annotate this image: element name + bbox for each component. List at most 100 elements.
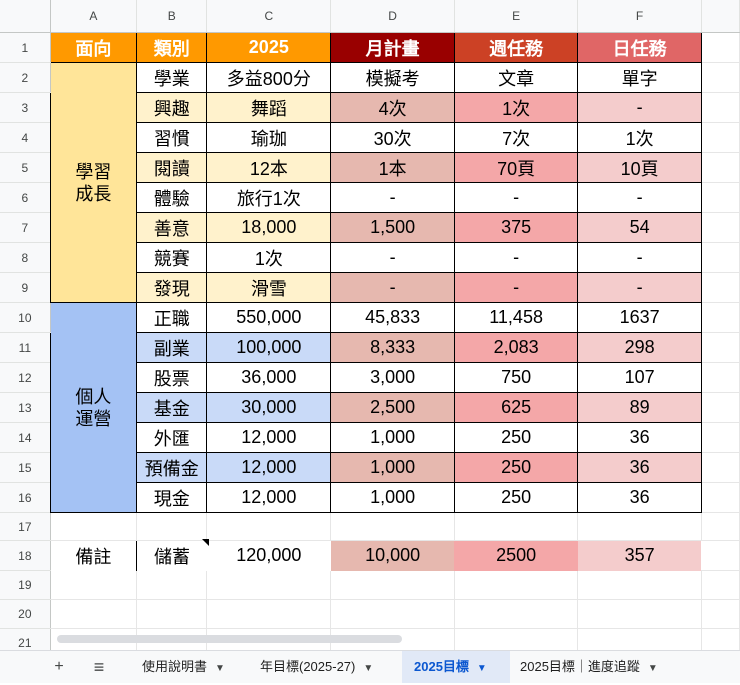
cell-weekly[interactable]: -: [453, 242, 579, 273]
cell-year[interactable]: 36,000: [206, 362, 332, 393]
row-header-13[interactable]: 13: [0, 392, 51, 423]
chevron-down-icon[interactable]: ▼: [647, 663, 658, 674]
horizontal-scrollbar[interactable]: [57, 635, 402, 643]
empty-cell[interactable]: [50, 599, 138, 629]
row-header-7[interactable]: 7: [0, 212, 51, 243]
cell-daily[interactable]: 單字: [577, 62, 702, 93]
cell-daily[interactable]: 357: [577, 540, 702, 571]
sheet-tab-progress-tracking[interactable]: 2025目標｜進度追蹤 ▼: [508, 651, 688, 683]
cell-monthly[interactable]: 30次: [330, 122, 455, 153]
cell-monthly[interactable]: -: [330, 182, 455, 213]
empty-cell[interactable]: [701, 540, 740, 571]
row-header-14[interactable]: 14: [0, 422, 51, 453]
empty-cell[interactable]: [330, 512, 455, 541]
cell-category[interactable]: 現金: [136, 482, 208, 513]
cell-weekly[interactable]: 750: [453, 362, 579, 393]
empty-cell[interactable]: [454, 570, 579, 600]
cell-category[interactable]: 發現: [136, 272, 208, 303]
cell-weekly[interactable]: 70頁: [453, 152, 579, 183]
cell-category[interactable]: 學業: [136, 62, 208, 93]
empty-cell[interactable]: [701, 362, 740, 393]
header-cell-category[interactable]: 類別: [136, 32, 208, 63]
empty-cell[interactable]: [701, 122, 740, 153]
cell-weekly[interactable]: -: [453, 272, 579, 303]
cell-daily[interactable]: 1637: [577, 302, 702, 333]
empty-cell[interactable]: [701, 599, 740, 629]
column-header-a[interactable]: A: [50, 0, 138, 33]
cell-daily[interactable]: 10頁: [577, 152, 702, 183]
cell-monthly[interactable]: 1,000: [330, 482, 455, 513]
sheet-tab-2025-goals[interactable]: 2025目標 ▼: [402, 651, 510, 683]
cell-monthly[interactable]: 1本: [330, 152, 455, 183]
empty-cell[interactable]: [701, 92, 740, 123]
empty-cell[interactable]: [206, 570, 332, 600]
cell-weekly[interactable]: 625: [453, 392, 579, 423]
cell-monthly[interactable]: 4次: [330, 92, 455, 123]
cell-monthly[interactable]: -: [330, 242, 455, 273]
empty-cell[interactable]: [701, 422, 740, 453]
cell-monthly[interactable]: 1,500: [330, 212, 455, 243]
cell-monthly[interactable]: 8,333: [330, 332, 455, 363]
sheet-tab-yearly-goals[interactable]: 年目標(2025-27) ▼: [248, 651, 404, 683]
cell-category[interactable]: 預備金: [136, 452, 208, 483]
empty-cell[interactable]: [136, 512, 208, 541]
cell-category[interactable]: 體驗: [136, 182, 208, 213]
row-header-5[interactable]: 5: [0, 152, 51, 183]
row-header-18[interactable]: 18: [0, 540, 51, 571]
empty-cell[interactable]: [701, 332, 740, 363]
empty-cell[interactable]: [701, 152, 740, 183]
empty-cell[interactable]: [701, 212, 740, 243]
column-header-e[interactable]: E: [454, 0, 579, 33]
empty-cell[interactable]: [136, 570, 208, 600]
empty-cell[interactable]: [454, 628, 579, 650]
cell-year[interactable]: 舞蹈: [206, 92, 332, 123]
cell-category[interactable]: 副業: [136, 332, 208, 363]
cell-category[interactable]: 競賽: [136, 242, 208, 273]
cell-monthly[interactable]: 模擬考: [330, 62, 455, 93]
header-cell-weekly[interactable]: 週任務: [453, 32, 579, 63]
cell-year[interactable]: 12,000: [206, 422, 332, 453]
empty-cell[interactable]: [50, 570, 138, 600]
cell-year[interactable]: 瑜珈: [206, 122, 332, 153]
cell-year[interactable]: 12本: [206, 152, 332, 183]
row-header-19[interactable]: 19: [0, 570, 51, 600]
empty-cell[interactable]: [136, 599, 208, 629]
row-header-12[interactable]: 12: [0, 362, 51, 393]
row-header-9[interactable]: 9: [0, 272, 51, 303]
cell-category[interactable]: 興趣: [136, 92, 208, 123]
cell-note-indicator[interactable]: [202, 539, 209, 546]
cell-year[interactable]: 120,000: [206, 540, 331, 571]
cell-daily[interactable]: -: [577, 272, 702, 303]
cell-monthly[interactable]: 10,000: [330, 540, 455, 571]
chevron-down-icon[interactable]: ▼: [215, 663, 225, 674]
row-header-10[interactable]: 10: [0, 302, 51, 333]
cell-year[interactable]: 30,000: [206, 392, 332, 423]
empty-cell[interactable]: [577, 512, 702, 541]
cell-category[interactable]: 股票: [136, 362, 208, 393]
cell-daily[interactable]: 54: [577, 212, 702, 243]
empty-cell[interactable]: [701, 272, 740, 303]
empty-cell[interactable]: [330, 599, 455, 629]
cell-weekly[interactable]: 375: [453, 212, 579, 243]
cell-year[interactable]: 18,000: [206, 212, 332, 243]
cell-daily[interactable]: 36: [577, 422, 702, 453]
group-cell-note[interactable]: 備註: [50, 540, 138, 571]
cell-monthly[interactable]: 1,000: [330, 452, 455, 483]
empty-cell[interactable]: [701, 512, 740, 541]
cell-daily[interactable]: -: [577, 92, 702, 123]
cell-daily[interactable]: 36: [577, 452, 702, 483]
add-sheet-icon[interactable]: +: [54, 658, 64, 675]
spreadsheet-grid[interactable]: A B C D E F 1 面向 類別 2025 月計畫 週任務 日任務 2 學習 成長 學業 多益800分 模擬…: [0, 0, 740, 650]
cell-category[interactable]: 基金: [136, 392, 208, 423]
row-header-16[interactable]: 16: [0, 482, 51, 513]
cell-category[interactable]: 閱讀: [136, 152, 208, 183]
cell-monthly[interactable]: 1,000: [330, 422, 455, 453]
cell-monthly[interactable]: 45,833: [330, 302, 455, 333]
cell-year[interactable]: 550,000: [206, 302, 332, 333]
empty-cell[interactable]: [701, 302, 740, 333]
cell-category[interactable]: 儲蓄: [136, 540, 207, 571]
sheet-tab-usage-guide[interactable]: 使用說明書 ▼: [130, 651, 250, 683]
empty-cell[interactable]: [330, 570, 455, 600]
empty-cell[interactable]: [701, 482, 740, 513]
cell-daily[interactable]: 298: [577, 332, 702, 363]
